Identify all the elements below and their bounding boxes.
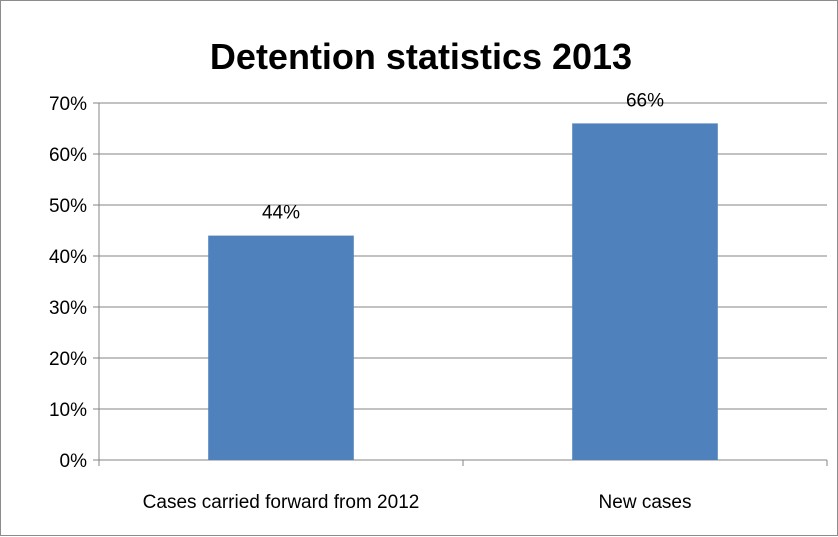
y-tick-label: 0% xyxy=(60,451,88,472)
category-label: Cases carried forward from 2012 xyxy=(143,492,420,513)
data-label: 44% xyxy=(262,203,300,224)
category-label: New cases xyxy=(599,492,692,513)
y-tick-label: 30% xyxy=(49,298,87,319)
y-tick-label: 20% xyxy=(49,349,87,370)
labels: 0% 10% 20% 30% 40% 50% 60% 70% 44% Cases carried … xyxy=(49,90,691,513)
bar xyxy=(572,123,718,461)
y-tick-label: 40% xyxy=(49,247,87,268)
y-tick-label: 50% xyxy=(49,196,87,217)
y-tick-label: 10% xyxy=(49,400,87,421)
chart-title: Detention statistics 2013 xyxy=(210,36,632,77)
bars xyxy=(208,123,718,461)
data-label: 66% xyxy=(626,90,664,111)
y-tick-label: 70% xyxy=(49,94,87,115)
y-tick-label: 60% xyxy=(49,145,87,166)
bar xyxy=(208,235,354,460)
